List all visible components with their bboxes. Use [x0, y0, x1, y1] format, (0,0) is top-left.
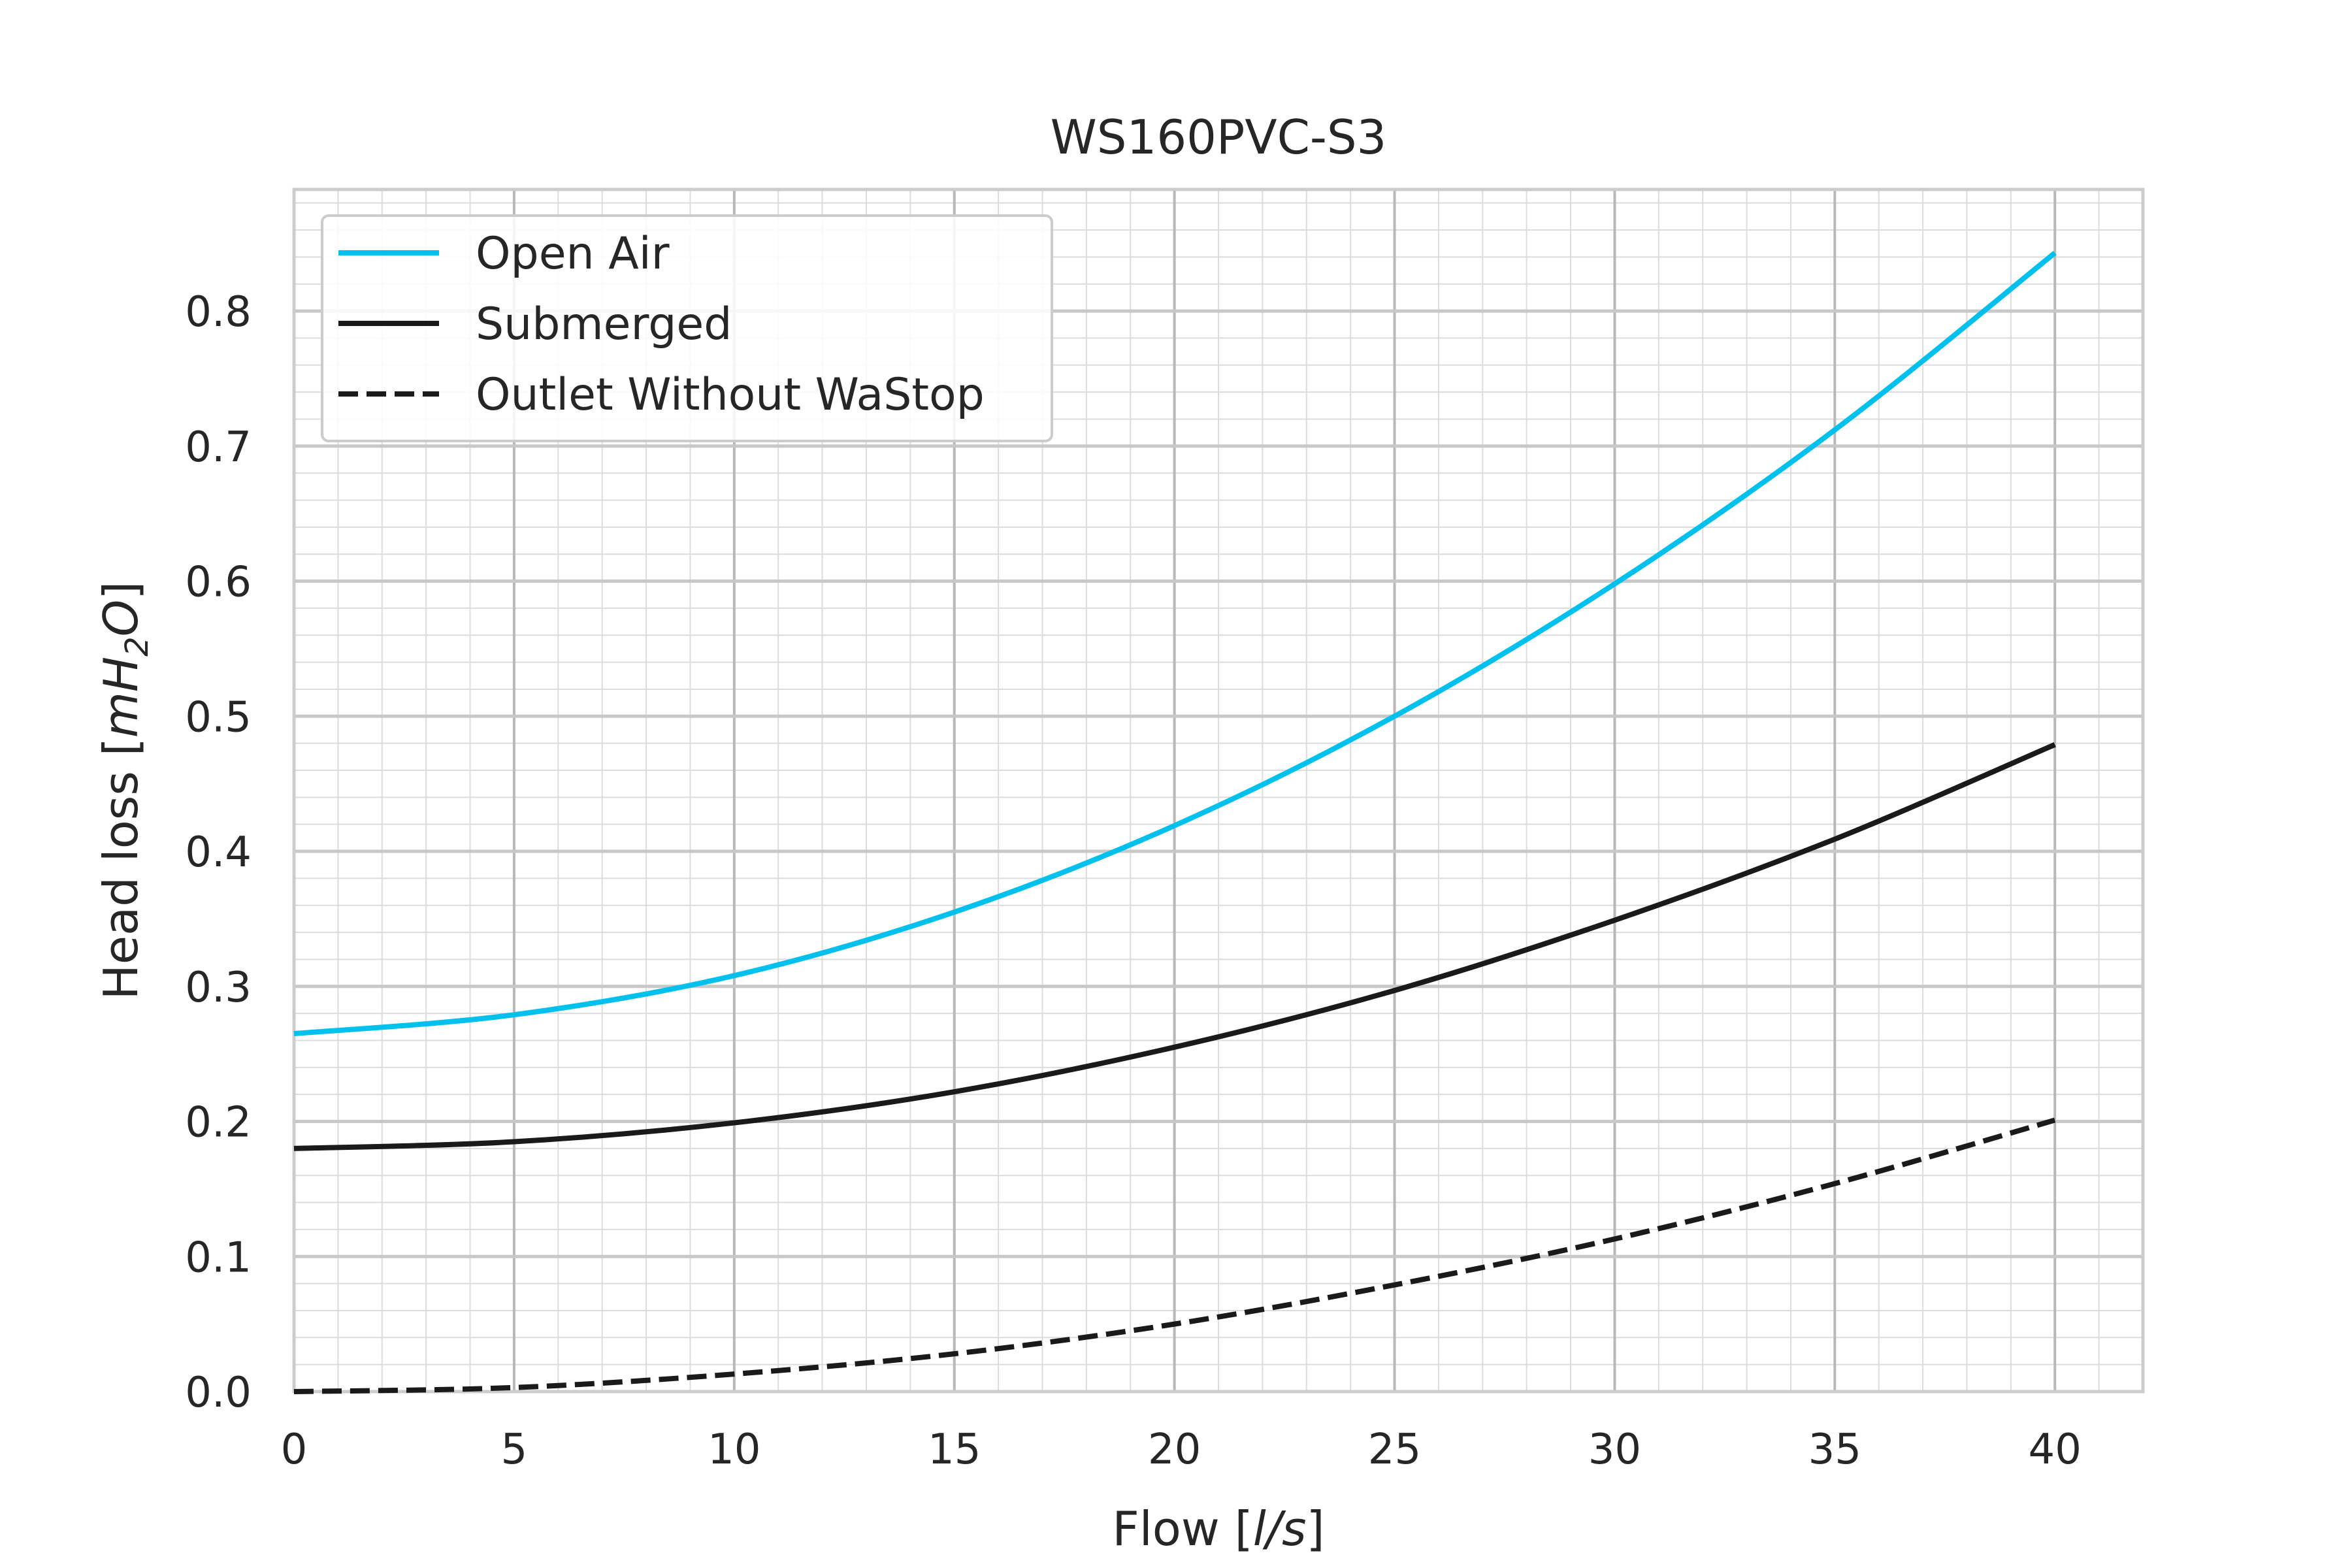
x-tick-label: 25: [1368, 1426, 1421, 1474]
y-tick-label: 0.3: [185, 964, 252, 1012]
series-layer: [293, 251, 2057, 1394]
y-tick-label: 0.1: [185, 1233, 252, 1282]
legend-label-1: Submerged: [476, 299, 732, 350]
legend-label-0: Open Air: [476, 228, 670, 280]
y-tick-label: 0.2: [185, 1099, 252, 1147]
x-tick-label: 0: [281, 1426, 308, 1474]
y-axis-label: Head loss [mH2O]: [93, 581, 155, 1000]
x-tick-labels: 0 5 10 15 20 25 30 35 40: [281, 1426, 2082, 1474]
series-line-1: [293, 742, 2056, 1151]
legend-box: [321, 214, 1053, 442]
legend: Open Air Submerged Outlet Without WaStop: [321, 214, 1053, 442]
x-tick-label: 20: [1148, 1426, 1201, 1474]
y-tick-label: 0.6: [185, 559, 252, 607]
x-tick-label: 35: [1808, 1426, 1861, 1474]
x-tick-label: 5: [501, 1426, 528, 1474]
x-tick-label: 15: [928, 1426, 981, 1474]
plot-frame: [292, 188, 2145, 1394]
x-tick-label: 30: [1588, 1426, 1641, 1474]
legend-label-2: Outlet Without WaStop: [476, 369, 985, 421]
y-tick-label: 0.8: [185, 288, 252, 336]
y-tick-label: 0.5: [185, 693, 252, 742]
y-tick-label: 0.4: [185, 828, 252, 877]
x-tick-label: 10: [708, 1426, 760, 1474]
y-tick-label: 0.0: [185, 1369, 252, 1417]
y-tick-label: 0.7: [185, 423, 252, 472]
chart-title: WS160PVC-S3: [1051, 110, 1387, 165]
series-line-0: [293, 251, 2057, 1037]
series-line-2: [293, 1117, 2056, 1394]
x-tick-label: 40: [2029, 1426, 2082, 1474]
x-axis-label: Flow [l/s]: [1112, 1501, 1324, 1556]
y-tick-labels: 0.0 0.1 0.2 0.3 0.4 0.5 0.6 0.7 0.8: [185, 288, 252, 1417]
